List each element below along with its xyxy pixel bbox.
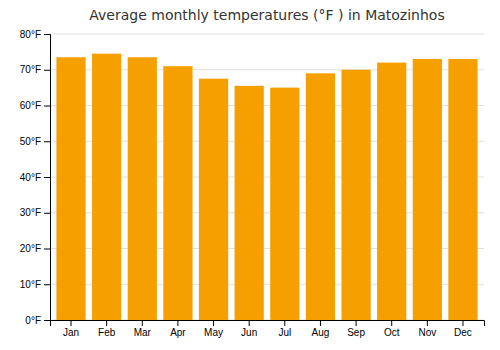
- tick-mark: [177, 320, 178, 326]
- plot-area: [56, 54, 477, 320]
- tick-mark: [44, 34, 50, 35]
- tick-label: 10°F: [20, 279, 41, 290]
- x-tick: Aug: [312, 320, 330, 338]
- y-tick: 80°F: [20, 29, 50, 40]
- bar: [235, 86, 264, 320]
- tick-label: 50°F: [20, 136, 41, 147]
- tick-label: Jun: [241, 327, 257, 338]
- x-tick: Jun: [241, 320, 257, 338]
- x-tick: Apr: [170, 320, 186, 338]
- tick-label: May: [204, 327, 223, 338]
- tick-mark: [44, 141, 50, 142]
- x-tick: Dec: [454, 320, 472, 338]
- tick-mark: [462, 320, 463, 326]
- tick-mark: [44, 249, 50, 250]
- tick-mark: [213, 320, 214, 326]
- tick-label: Dec: [454, 327, 472, 338]
- tick-mark: [44, 70, 50, 71]
- tick-label: Feb: [98, 327, 116, 338]
- bar: [199, 79, 228, 320]
- tick-label: 80°F: [20, 29, 41, 40]
- tick-mark: [44, 106, 50, 107]
- tick-mark: [44, 177, 50, 178]
- axis-line: [44, 35, 51, 321]
- x-tick: Jan: [63, 320, 79, 338]
- tick-mark: [427, 320, 428, 326]
- tick-label: Apr: [170, 327, 186, 338]
- x-tick: Sep: [347, 320, 365, 338]
- tick-mark: [356, 320, 357, 326]
- tick-label: 0°F: [25, 315, 41, 326]
- y-tick: 60°F: [20, 100, 50, 111]
- x-tick: Jul: [278, 320, 291, 338]
- tick-mark: [44, 284, 50, 285]
- tick-mark: [142, 320, 143, 326]
- tick-label: 30°F: [20, 207, 41, 218]
- tick-label: 40°F: [20, 172, 41, 183]
- tick-label: Mar: [134, 327, 152, 338]
- bar: [92, 54, 121, 320]
- tick-label: Aug: [312, 327, 330, 338]
- tick-mark: [44, 320, 50, 321]
- bar: [377, 63, 406, 320]
- x-tick: May: [204, 320, 223, 338]
- tick-mark: [71, 320, 72, 326]
- tick-label: Nov: [418, 327, 436, 338]
- bar: [341, 70, 370, 320]
- bar: [270, 88, 299, 320]
- bar: [448, 59, 477, 320]
- y-tick: 50°F: [20, 136, 50, 147]
- bar: [413, 59, 442, 320]
- tick-label: 20°F: [20, 243, 41, 254]
- tick-label: Jan: [63, 327, 79, 338]
- tick-label: Sep: [347, 327, 365, 338]
- y-tick: 10°F: [20, 279, 50, 290]
- tick-label: 70°F: [20, 64, 41, 75]
- y-tick: 40°F: [20, 172, 50, 183]
- y-tick: 30°F: [20, 207, 50, 218]
- tick-label: Oct: [384, 327, 400, 338]
- tick-label: Jul: [278, 327, 291, 338]
- axis-line: [51, 321, 485, 327]
- y-tick: 70°F: [20, 64, 50, 75]
- tick-label: 60°F: [20, 100, 41, 111]
- y-axis: 0°F 10°F 20°F 30°F 40°F 50°F 60°F 70°F 80°F: [20, 29, 51, 326]
- tick-mark: [44, 213, 50, 214]
- x-axis: Jan Feb Mar Apr May Jun Jul Aug Sep Oct Nov Dec: [51, 320, 485, 338]
- x-tick: Oct: [384, 320, 400, 338]
- tick-mark: [106, 320, 107, 326]
- x-tick: Mar: [134, 320, 152, 338]
- bar: [128, 57, 157, 320]
- chart: 0°F 10°F 20°F 30°F 40°F 50°F 60°F 70°F 80°F Jan Fe…: [0, 0, 500, 350]
- y-tick: 20°F: [20, 243, 50, 254]
- grid: [50, 34, 484, 320]
- tick-mark: [320, 320, 321, 326]
- tick-mark: [249, 320, 250, 326]
- grid-line: [50, 34, 484, 35]
- tick-mark: [391, 320, 392, 326]
- x-tick: Nov: [418, 320, 436, 338]
- bar: [163, 66, 192, 320]
- title: Average monthly temperatures (°F ) in Ma…: [89, 7, 444, 23]
- tick-mark: [284, 320, 285, 326]
- bar: [306, 73, 335, 320]
- x-tick: Feb: [98, 320, 116, 338]
- bar: [56, 57, 85, 320]
- y-tick: 0°F: [25, 315, 50, 326]
